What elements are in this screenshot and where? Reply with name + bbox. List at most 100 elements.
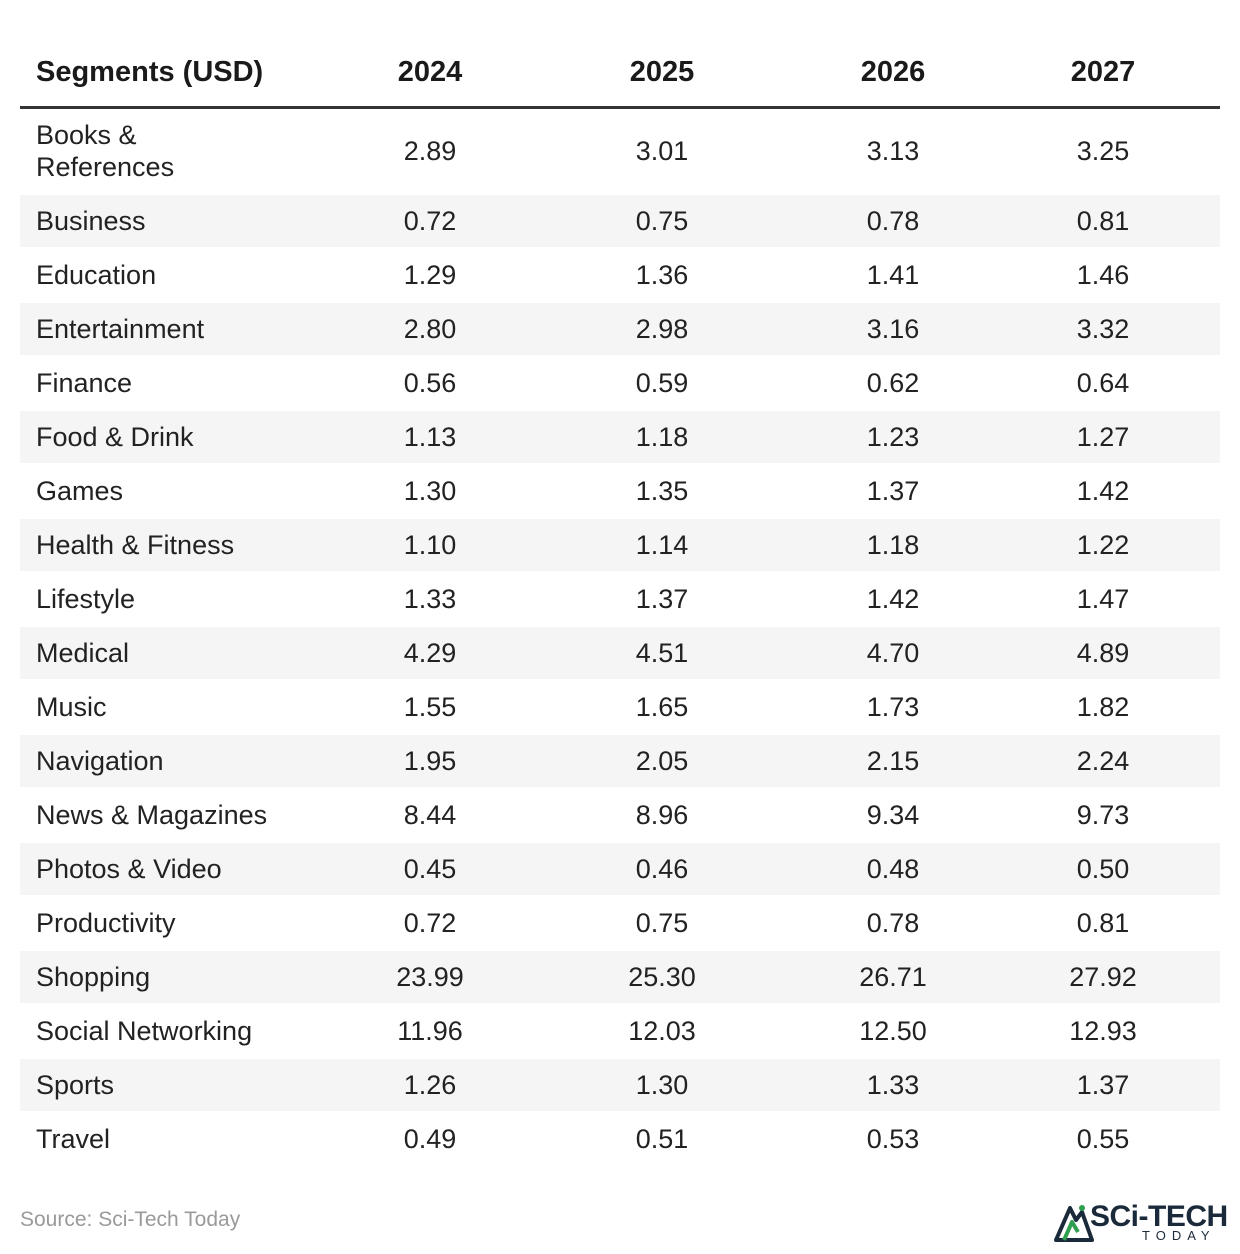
table-row: Travel 0.49 0.51 0.53 0.55 <box>20 1112 1220 1167</box>
value-cell: 1.42 <box>800 572 986 627</box>
value-cell: 2.05 <box>524 734 800 789</box>
value-cell: 1.47 <box>986 572 1220 627</box>
data-table: Segments (USD) 2024 2025 2026 2027 Books… <box>20 38 1220 1167</box>
value-cell: 27.92 <box>986 950 1220 1005</box>
segment-name-cell: Health & Fitness <box>20 518 336 573</box>
segment-name-cell: Lifestyle <box>20 572 336 627</box>
table-header: Segments (USD) 2024 2025 2026 2027 <box>20 38 1220 109</box>
data-table-container: Segments (USD) 2024 2025 2026 2027 Books… <box>20 38 1220 1167</box>
segment-name-cell: Photos & Video <box>20 842 336 897</box>
segment-name-cell: Finance <box>20 356 336 411</box>
value-cell: 1.36 <box>524 248 800 303</box>
column-header-segment: Segments (USD) <box>20 38 336 109</box>
table-row: Games 1.30 1.35 1.37 1.42 <box>20 464 1220 519</box>
value-cell: 1.42 <box>986 464 1220 519</box>
table-row: Finance 0.56 0.59 0.62 0.64 <box>20 356 1220 411</box>
value-cell: 0.55 <box>986 1112 1220 1167</box>
value-cell: 1.23 <box>800 410 986 465</box>
value-cell: 0.46 <box>524 842 800 897</box>
value-cell: 0.75 <box>524 896 800 951</box>
table-row: Entertainment 2.80 2.98 3.16 3.32 <box>20 302 1220 357</box>
value-cell: 12.93 <box>986 1004 1220 1059</box>
segment-name-cell: Music <box>20 680 336 735</box>
table-row: Education 1.29 1.36 1.41 1.46 <box>20 248 1220 303</box>
value-cell: 0.78 <box>800 896 986 951</box>
table-row: Business 0.72 0.75 0.78 0.81 <box>20 194 1220 249</box>
value-cell: 1.13 <box>336 410 524 465</box>
value-cell: 11.96 <box>336 1004 524 1059</box>
table-row: Music 1.55 1.65 1.73 1.82 <box>20 680 1220 735</box>
value-cell: 2.24 <box>986 734 1220 789</box>
value-cell: 3.32 <box>986 302 1220 357</box>
value-cell: 1.37 <box>800 464 986 519</box>
value-cell: 0.45 <box>336 842 524 897</box>
value-cell: 3.13 <box>800 107 986 195</box>
value-cell: 1.37 <box>524 572 800 627</box>
table-row: Books & References 2.89 3.01 3.13 3.25 <box>20 107 1220 195</box>
value-cell: 2.80 <box>336 302 524 357</box>
value-cell: 1.95 <box>336 734 524 789</box>
table-row: Shopping 23.99 25.30 26.71 27.92 <box>20 950 1220 1005</box>
logo-wordmark: SCi-TECH <box>1090 1200 1228 1233</box>
value-cell: 1.22 <box>986 518 1220 573</box>
value-cell: 25.30 <box>524 950 800 1005</box>
value-cell: 0.72 <box>336 194 524 249</box>
value-cell: 0.64 <box>986 356 1220 411</box>
segment-name-cell: News & Magazines <box>20 788 336 843</box>
value-cell: 3.01 <box>524 107 800 195</box>
logo-subtitle: TODAY <box>1142 1228 1216 1243</box>
value-cell: 1.65 <box>524 680 800 735</box>
segment-name-cell: Education <box>20 248 336 303</box>
value-cell: 0.51 <box>524 1112 800 1167</box>
value-cell: 1.18 <box>524 410 800 465</box>
value-cell: 1.30 <box>336 464 524 519</box>
value-cell: 0.48 <box>800 842 986 897</box>
segment-name-cell: Sports <box>20 1058 336 1113</box>
column-header-2024: 2024 <box>336 38 524 109</box>
value-cell: 9.73 <box>986 788 1220 843</box>
segment-name-cell: Navigation <box>20 734 336 789</box>
value-cell: 2.89 <box>336 107 524 195</box>
value-cell: 0.78 <box>800 194 986 249</box>
value-cell: 1.14 <box>524 518 800 573</box>
value-cell: 4.29 <box>336 626 524 681</box>
value-cell: 1.33 <box>800 1058 986 1113</box>
value-cell: 3.16 <box>800 302 986 357</box>
value-cell: 1.35 <box>524 464 800 519</box>
value-cell: 1.33 <box>336 572 524 627</box>
segment-name-cell: Medical <box>20 626 336 681</box>
value-cell: 0.81 <box>986 194 1220 249</box>
value-cell: 1.41 <box>800 248 986 303</box>
table-body: Books & References 2.89 3.01 3.13 3.25 Busines… <box>20 107 1220 1167</box>
value-cell: 0.62 <box>800 356 986 411</box>
value-cell: 0.50 <box>986 842 1220 897</box>
value-cell: 9.34 <box>800 788 986 843</box>
value-cell: 0.81 <box>986 896 1220 951</box>
value-cell: 8.96 <box>524 788 800 843</box>
segment-name-cell: Entertainment <box>20 302 336 357</box>
value-cell: 26.71 <box>800 950 986 1005</box>
segment-name-cell: Travel <box>20 1112 336 1167</box>
value-cell: 2.15 <box>800 734 986 789</box>
value-cell: 1.73 <box>800 680 986 735</box>
value-cell: 0.49 <box>336 1112 524 1167</box>
value-cell: 4.70 <box>800 626 986 681</box>
table-row: Sports 1.26 1.30 1.33 1.37 <box>20 1058 1220 1113</box>
value-cell: 0.53 <box>800 1112 986 1167</box>
segment-name-cell: Business <box>20 194 336 249</box>
value-cell: 23.99 <box>336 950 524 1005</box>
value-cell: 12.50 <box>800 1004 986 1059</box>
table-row: Medical 4.29 4.51 4.70 4.89 <box>20 626 1220 681</box>
value-cell: 1.18 <box>800 518 986 573</box>
table-row: News & Magazines 8.44 8.96 9.34 9.73 <box>20 788 1220 843</box>
value-cell: 4.89 <box>986 626 1220 681</box>
column-header-2027: 2027 <box>986 38 1220 109</box>
value-cell: 1.37 <box>986 1058 1220 1113</box>
value-cell: 8.44 <box>336 788 524 843</box>
value-cell: 1.29 <box>336 248 524 303</box>
sci-tech-logo-icon <box>1054 1205 1094 1242</box>
sci-tech-logo: SCi-TECH TODAY <box>1052 1198 1230 1246</box>
value-cell: 1.82 <box>986 680 1220 735</box>
segment-name-cell: Games <box>20 464 336 519</box>
segment-name-cell: Productivity <box>20 896 336 951</box>
